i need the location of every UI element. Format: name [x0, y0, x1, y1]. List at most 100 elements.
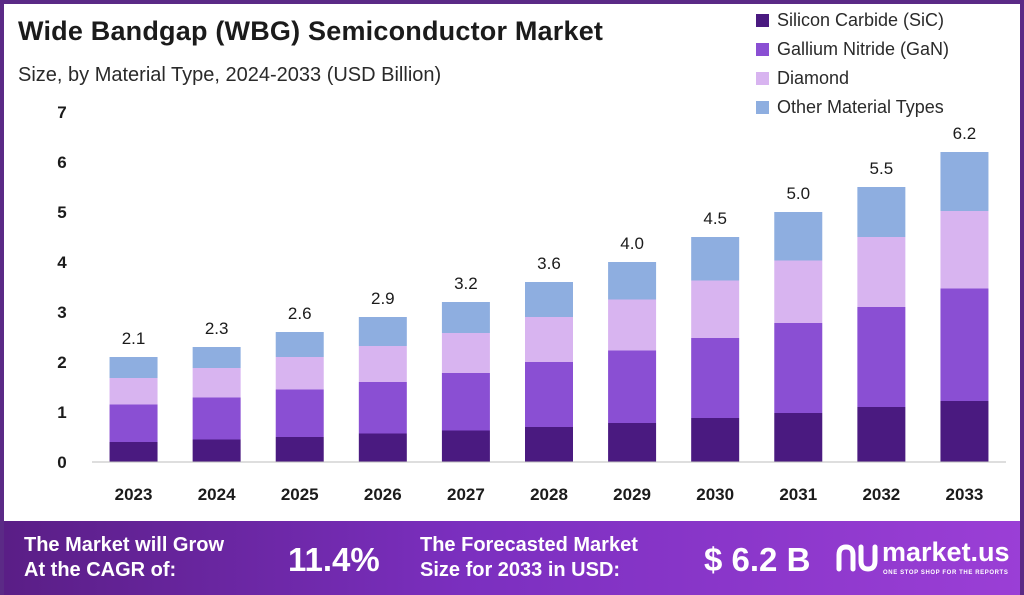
y-tick-label: 2 [57, 353, 66, 372]
bar-segment [192, 439, 241, 462]
bar-segment [774, 212, 823, 261]
bar-segment [109, 442, 158, 462]
bar-total-label: 2.3 [205, 319, 229, 338]
legend-label: Other Material Types [777, 97, 944, 117]
bar-segment [691, 338, 740, 418]
bar-total-label: 5.0 [786, 184, 810, 203]
bar-segment [774, 413, 823, 462]
bar-segment [358, 317, 407, 346]
bar-total-label: 5.5 [870, 159, 894, 178]
stacked-bar-chart: 0 1 2 3 4 5 6 7 2.1 2023 2.3 2024 2.6 2025 2.9 2026 3.2 2… [57, 103, 1006, 504]
bar-total-label: 3.2 [454, 274, 478, 293]
bar-segment [275, 389, 324, 437]
bar-segment [192, 347, 241, 368]
x-tick-label: 2029 [613, 485, 651, 504]
bar-segment [940, 288, 989, 401]
x-tick-label: 2026 [364, 485, 402, 504]
bar-segment [358, 382, 407, 434]
x-tick-label: 2030 [696, 485, 734, 504]
y-tick-label: 4 [57, 253, 67, 272]
bar-segment [857, 237, 906, 307]
bar-segment [608, 423, 657, 462]
bar-segment [774, 260, 823, 323]
x-tick-label: 2031 [779, 485, 817, 504]
chart-legend: Silicon Carbide (SiC) Gallium Nitride (Ga… [756, 6, 949, 122]
cagr-caption-line2: At the CAGR of: [24, 559, 177, 581]
bar-segment [691, 418, 740, 462]
legend-label: Gallium Nitride (GaN) [777, 39, 950, 59]
legend-item: Gallium Nitride (GaN) [756, 35, 949, 64]
bar-segment [857, 307, 906, 407]
bar-segment [192, 368, 241, 398]
x-tick-label: 2032 [862, 485, 900, 504]
bar-total-label: 2.6 [288, 304, 312, 323]
forecast-value: $ 6.2 B [704, 541, 811, 578]
brand-tagline: ONE STOP SHOP FOR THE REPORTS [883, 570, 1009, 576]
x-tick-label: 2033 [946, 485, 984, 504]
y-tick-label: 1 [57, 403, 66, 422]
legend-swatch [756, 43, 769, 56]
legend-item: Diamond [756, 64, 949, 93]
x-tick-label: 2028 [530, 485, 568, 504]
chart-subtitle: Size, by Material Type, 2024-2033 (USD B… [18, 64, 442, 86]
bar-segment [441, 430, 490, 462]
bar-segment [441, 373, 490, 431]
bar-segment [608, 350, 657, 423]
bar-segment [441, 302, 490, 333]
forecast-caption-line2: Size for 2033 in USD: [420, 559, 621, 581]
cagr-caption-line1: The Market will Grow [24, 534, 225, 556]
bar-segment [275, 332, 324, 357]
x-tick-label: 2025 [281, 485, 319, 504]
y-tick-label: 7 [57, 103, 66, 122]
bar-segment [608, 299, 657, 351]
legend-swatch [756, 14, 769, 27]
bar-segment [192, 397, 241, 440]
bar-segment [940, 401, 989, 462]
bar-total-label: 4.5 [703, 209, 727, 228]
legend-swatch [756, 72, 769, 85]
bar-segment [109, 404, 158, 442]
bar-segment [525, 282, 573, 317]
bar-total-label: 6.2 [953, 124, 977, 143]
cagr-caption: The Market will Grow At the CAGR of: [24, 533, 224, 583]
bar-segment [940, 152, 989, 211]
legend-label: Silicon Carbide (SiC) [777, 10, 945, 30]
y-tick-label: 3 [57, 303, 66, 322]
bar-segment [275, 437, 324, 462]
bar-segment [691, 280, 740, 338]
bar-total-label: 2.9 [371, 289, 395, 308]
bar-segment [275, 357, 324, 390]
market-us-logo-icon [836, 544, 878, 572]
forecast-caption: The Forecasted Market Size for 2033 in U… [420, 533, 638, 583]
bar-segment [525, 362, 573, 427]
bar-segment [441, 333, 490, 373]
forecast-caption-line1: The Forecasted Market [420, 534, 638, 556]
x-tick-label: 2023 [115, 485, 153, 504]
bar-segment [857, 187, 906, 237]
y-tick-label: 6 [57, 153, 66, 172]
footer-banner: The Market will Grow At the CAGR of: 11.… [4, 521, 1020, 595]
bar-segment [358, 346, 407, 382]
bar-segment [774, 323, 823, 413]
chart-title: Wide Bandgap (WBG) Semiconductor Market [18, 16, 604, 46]
bar-segment [691, 237, 740, 281]
legend-label: Diamond [777, 68, 850, 88]
bar-segment [857, 407, 906, 462]
bar-segment [608, 262, 657, 300]
x-tick-label: 2024 [198, 485, 236, 504]
bar-total-label: 3.6 [537, 254, 561, 273]
y-tick-label: 0 [57, 453, 66, 472]
x-tick-label: 2027 [447, 485, 485, 504]
legend-item: Other Material Types [756, 93, 949, 122]
legend-item: Silicon Carbide (SiC) [756, 6, 949, 35]
bar-segment [525, 317, 573, 362]
bar-total-label: 4.0 [620, 234, 644, 253]
bar-segment [358, 433, 407, 462]
bar-segment [109, 378, 158, 405]
bar-segment [525, 427, 573, 462]
legend-swatch [756, 101, 769, 114]
y-tick-label: 5 [57, 203, 66, 222]
brand-name: market.us [882, 537, 1010, 567]
cagr-value: 11.4% [288, 541, 380, 578]
